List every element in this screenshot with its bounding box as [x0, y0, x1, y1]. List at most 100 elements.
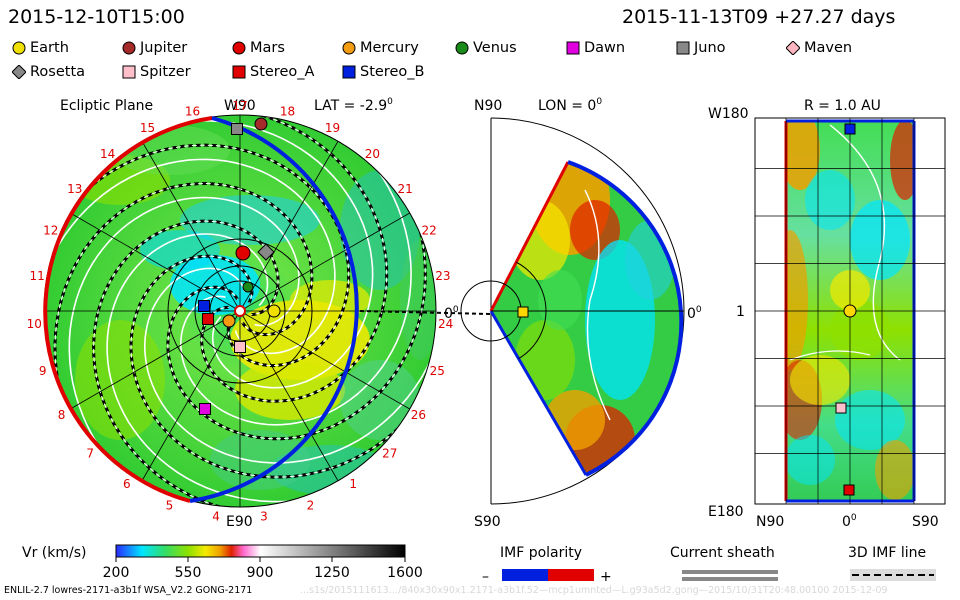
- carrington-tick: 11: [29, 269, 44, 283]
- carrington-tick: 1: [349, 477, 357, 491]
- rosetta-marker: [257, 243, 275, 261]
- sheath-contour: [789, 350, 871, 361]
- current-sheath-title: Current sheath: [670, 545, 775, 561]
- stereo-b-marker: [198, 300, 210, 312]
- dawn-marker: [199, 403, 211, 415]
- carrington-tick: 10: [27, 317, 42, 331]
- speed-blob: [805, 170, 855, 230]
- legend-label: Dawn: [584, 40, 626, 56]
- imf-polarity-minus: –: [482, 569, 489, 585]
- legend-label: Rosetta: [30, 64, 86, 80]
- speed-blob: [170, 255, 260, 315]
- legend-label: Earth: [30, 40, 69, 56]
- current-sheath-key: Current sheath: [670, 545, 778, 581]
- carrington-tick: 16: [185, 105, 200, 119]
- juno-marker: [231, 123, 243, 135]
- meridional-lon-label: LON = 00: [538, 97, 602, 114]
- legend-marker-diamond: [786, 41, 800, 55]
- mercator-stereo-b-marker: [844, 123, 856, 135]
- carrington-tick: 13: [67, 182, 82, 196]
- colorbar-tick-label: 900: [247, 565, 274, 581]
- sheath-contour: [44, 158, 336, 355]
- carrington-tick: 24: [438, 317, 453, 331]
- sheath-contour: [584, 189, 611, 421]
- carrington-tick: 6: [123, 477, 131, 491]
- speed-blob: [510, 200, 570, 280]
- spitzer-marker: [234, 341, 246, 353]
- legend-marker-square: [232, 65, 246, 79]
- speed-blob: [790, 355, 850, 405]
- speed-blob: [538, 270, 582, 330]
- imf-line-title: 3D IMF line: [848, 545, 926, 561]
- ecliptic-w90-label: W90: [224, 98, 256, 114]
- speed-blob: [570, 200, 620, 260]
- carrington-tick: 20: [365, 147, 380, 161]
- legend-label: Juno: [694, 40, 726, 56]
- carrington-tick: 19: [325, 121, 340, 135]
- colorbar-title: Vr (km/s): [22, 545, 86, 561]
- grid-ray: [141, 310, 241, 481]
- imf-polarity-negative: [502, 569, 548, 581]
- grid-ray: [239, 310, 339, 481]
- sheath-contour: [170, 119, 374, 389]
- footer-run-info: ENLIL-2.7 lowres-2171-a3b1f WSA_V2.2 GON…: [4, 585, 253, 596]
- ecliptic-title: Ecliptic Plane: [60, 98, 153, 114]
- legend-label: Maven: [804, 40, 853, 56]
- footer-run-path: ...s1s/2015111613…/840x30x90x1.2171-a3b1…: [300, 585, 888, 596]
- colorbar-tick-label: 1600: [387, 565, 423, 581]
- carrington-tick: 9: [39, 364, 47, 378]
- carrington-tick: 3: [260, 510, 268, 524]
- grid-ray: [70, 212, 241, 312]
- grid-ray: [239, 310, 410, 410]
- mercator-s90-label: S90: [912, 514, 939, 530]
- ecliptic-polarity-arc-red: [43, 116, 213, 503]
- imf-polarity-key: IMF polarity – +: [482, 545, 612, 585]
- carrington-tick: 7: [86, 446, 94, 460]
- mercator-e180-label: E180: [708, 504, 744, 520]
- speed-blob: [400, 240, 436, 360]
- sheet-line-dashed: [68, 143, 351, 368]
- mercator-stereo-a-marker: [843, 484, 855, 496]
- speed-blob: [875, 440, 914, 500]
- speed-blob: [210, 430, 310, 490]
- speed-blob: [786, 121, 820, 190]
- sheet-line-dashed: [92, 219, 280, 507]
- current-sheath-line-2: [682, 577, 778, 581]
- legend-label: Spitzer: [140, 64, 191, 80]
- ecliptic-lat-label: LAT = -2.90: [314, 97, 393, 114]
- speed-blob: [786, 230, 808, 370]
- legend-marker-square: [566, 41, 580, 55]
- legend-marker-circle: [12, 41, 26, 55]
- sun-marker: [234, 305, 246, 317]
- speed-blob: [850, 200, 910, 280]
- legend-marker-square: [122, 65, 136, 79]
- stereo-a-marker: [202, 313, 214, 325]
- speed-blob: [786, 435, 835, 485]
- meridional-n90-label: N90: [474, 98, 502, 114]
- meridional-speed-field: [510, 162, 675, 475]
- colorbar-tick-label: 200: [103, 565, 130, 581]
- carrington-tick: 15: [140, 121, 155, 135]
- carrington-tick: 12: [43, 223, 58, 237]
- grid-ray: [239, 212, 410, 312]
- mercator-zero-label: 00: [842, 513, 857, 530]
- legend-marker-circle: [232, 41, 246, 55]
- speed-blob: [230, 300, 370, 380]
- meridional-edge-blue2: [489, 310, 588, 476]
- imf-line-key: 3D IMF line: [848, 545, 936, 581]
- carrington-tick: 27: [382, 446, 397, 460]
- meridional-edge-blue: [567, 160, 684, 477]
- carrington-tick: 18: [280, 105, 295, 119]
- colorbar-tick-label: 1250: [314, 565, 350, 581]
- mars-marker: [235, 245, 251, 261]
- legend-marker-circle: [455, 41, 469, 55]
- sheath-contour: [106, 233, 309, 503]
- legend-label: Stereo_A: [250, 64, 315, 80]
- ecliptic-polarity-arc-blue: [189, 116, 359, 503]
- legend-label: Jupiter: [140, 40, 188, 56]
- mercator-w180-label: W180: [708, 106, 749, 122]
- legend-marker-circle: [342, 41, 356, 55]
- speed-blob: [340, 360, 420, 440]
- speed-blob: [140, 230, 220, 270]
- carrington-tick: 2: [307, 499, 315, 513]
